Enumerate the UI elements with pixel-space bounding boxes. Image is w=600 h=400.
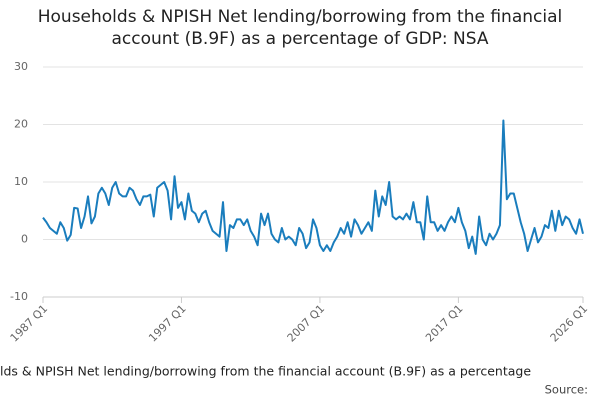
x-tick-label: 2026 Q1 xyxy=(548,302,591,345)
y-tick-label: 20 xyxy=(14,118,28,131)
x-tick-label: 1997 Q1 xyxy=(146,302,189,345)
data-line xyxy=(42,119,584,255)
x-tick-label: 2007 Q1 xyxy=(285,302,328,345)
y-tick-label: 10 xyxy=(14,175,28,188)
source: Source: xyxy=(545,383,588,397)
y-tick-label: -10 xyxy=(10,290,28,303)
x-tick-label: 1987 Q1 xyxy=(8,302,51,345)
chart-title: Households & NPISH Net lending/borrowing… xyxy=(37,7,563,49)
y-tick-label: 0 xyxy=(21,233,28,246)
y-tick-label: 30 xyxy=(14,60,28,73)
x-axis-title: lds & NPISH Net lending/borrowing from t… xyxy=(0,364,531,379)
x-tick-label: 2017 Q1 xyxy=(423,302,466,345)
